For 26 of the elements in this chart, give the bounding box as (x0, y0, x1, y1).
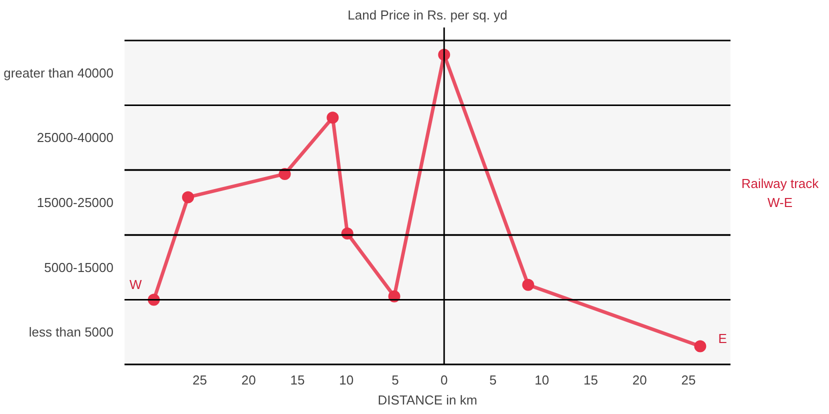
point (278, 168, 291, 180)
band-label: less than 5000 (28, 324, 114, 340)
x-tick-label: 15 (584, 372, 598, 388)
band-label: 25000-40000 (36, 130, 114, 146)
band-label: greater than 40000 (4, 65, 114, 80)
chart-title: Land Price in Rs. per sq. yd (348, 8, 508, 22)
x-tick-label: 5 (489, 372, 497, 388)
x-tick-label: 25 (192, 372, 207, 388)
point (182, 191, 194, 204)
x-tick-label: 10 (534, 372, 550, 388)
band-label: 15000-25000 (36, 194, 114, 210)
x-tick-label: 20 (632, 372, 647, 388)
point (694, 340, 706, 352)
x-tick-label: 0 (440, 372, 448, 388)
x-tick-label: 20 (241, 372, 256, 388)
x-tick-label: 10 (339, 372, 354, 388)
x-tick-label: 25 (681, 372, 696, 388)
point (522, 278, 534, 291)
x-tick-label: 15 (290, 372, 305, 388)
x-tick-label: 5 (392, 372, 399, 388)
point (326, 112, 339, 124)
x-axis-title: DISTANCE in km (378, 392, 478, 408)
annotation: W (130, 276, 143, 292)
text: Railway track W-E (740, 175, 820, 212)
band-label: 5000-15000 (44, 260, 114, 275)
annotation: E (718, 331, 728, 346)
